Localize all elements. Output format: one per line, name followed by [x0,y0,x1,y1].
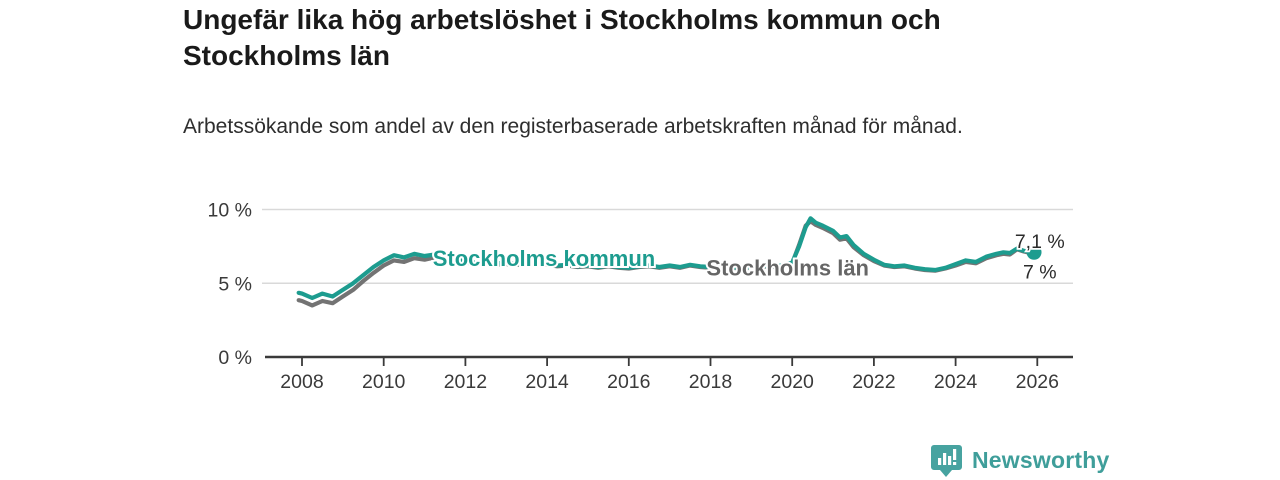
x-axis-tick-label: 2018 [689,371,732,393]
series-end-dot [1026,244,1042,260]
chart-canvas: 0 % 5 % 10 % 2008 2010 2012 2014 2016 2018 2020 20… [208,200,1073,393]
x-axis-tick-label: 2024 [934,371,978,393]
y-axis-tick-label: 0 % [218,347,252,369]
brand-footer: Newsworthy [930,443,1109,477]
x-axis-tick-label: 2010 [362,371,406,393]
y-axis-tick-label: 10 % [208,200,252,222]
x-axis-tick-label: 2026 [1016,371,1059,393]
chart-title: Ungefär lika hög arbetslöshet i Stockhol… [183,4,941,71]
brand-name: Newsworthy [972,446,1110,473]
series-inline-label-stockholms-l-n: Stockholms län [706,256,869,281]
series-line-stockholms-l-n [296,219,1037,308]
line-chart: 0 % 5 % 10 % 2008 2010 2012 2014 2016 2018 2020 20… [180,190,1100,400]
y-axis-tick-label: 5 % [218,273,252,295]
chart-subtitle: Arbetssökande som andel av den registerb… [183,115,963,138]
x-axis-tick-label: 2022 [852,371,895,393]
newsworthy-logo-icon [931,445,962,477]
end-value-label: 7,1 % [1015,231,1065,253]
series-line-stockholms-kommun [296,216,1037,301]
end-value-label: 7 % [1023,261,1057,283]
x-axis-tick-label: 2012 [444,371,487,393]
speech-bubble-shape [931,445,962,477]
x-axis-tick-label: 2014 [525,371,569,393]
x-axis-tick-label: 2016 [607,371,650,393]
series-inline-label-stockholms-kommun: Stockholms kommun [433,246,655,271]
x-axis-tick-label: 2020 [771,371,815,393]
x-axis-tick-label: 2008 [280,371,323,393]
